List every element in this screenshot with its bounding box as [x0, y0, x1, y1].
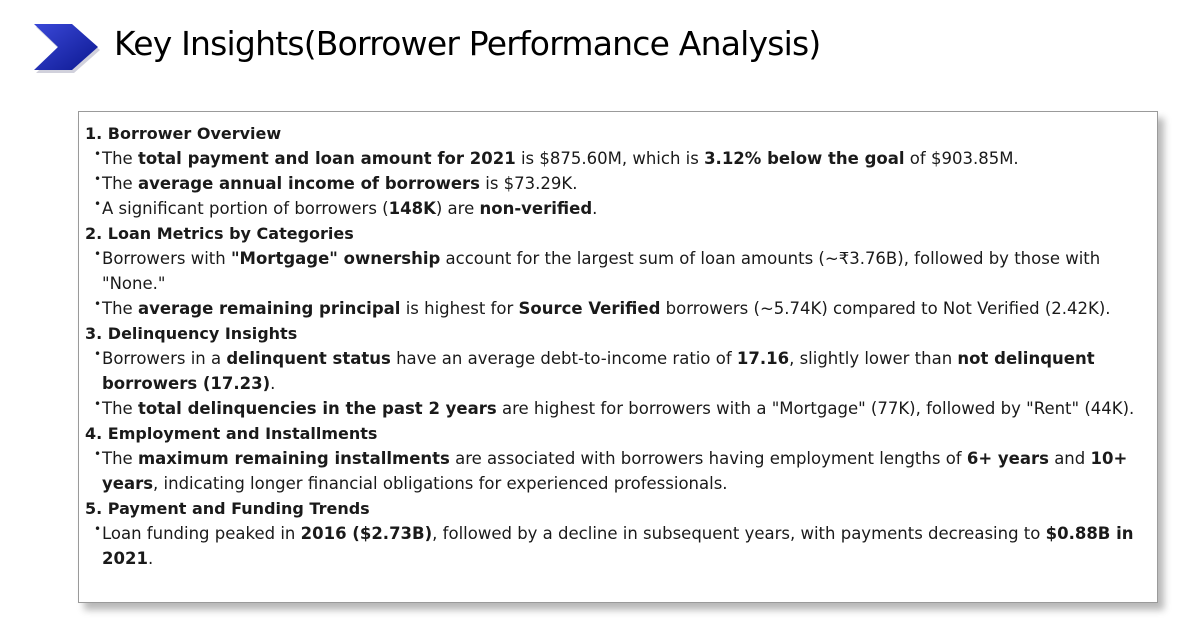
bold-text: maximum remaining installments: [137, 449, 450, 468]
bold-text: 17.16: [736, 349, 790, 368]
body-text: , slightly lower than: [789, 349, 958, 368]
bold-text: 148K: [388, 199, 436, 218]
insight-bullet: • Borrowers in a delinquent status have a…: [85, 346, 1137, 396]
insight-bullet: • A significant portion of borrowers (148…: [85, 196, 1137, 221]
body-text: The: [102, 149, 138, 168]
section-title: 1. Borrower Overview: [85, 124, 282, 143]
bold-text: "Mortgage" ownership: [230, 249, 441, 268]
bold-text: delinquent status: [226, 349, 391, 368]
bold-text: 10+ years: [102, 449, 1128, 493]
body-text: account for the largest sum of loan amou…: [102, 249, 1101, 293]
bold-text: $0.88B in 2021: [102, 524, 1134, 568]
bullet-dot-icon: •: [94, 447, 102, 461]
bold-text: average remaining principal: [137, 299, 401, 318]
body-text: , followed by a decline in subsequent ye…: [432, 524, 1046, 543]
body-text: is $73.29K.: [480, 174, 578, 193]
section-title: 3. Delinquency Insights: [85, 324, 298, 343]
body-text: and: [1048, 449, 1091, 468]
body-text: have an average debt-to-income ratio of: [390, 349, 737, 368]
body-text: of $903.85M.: [904, 149, 1019, 168]
body-text: borrowers (~5.74K) compared to Not Verif…: [660, 299, 1111, 318]
bullet-dot-icon: •: [94, 197, 102, 211]
body-text: are associated with borrowers having emp…: [449, 449, 967, 468]
body-text: ) are: [435, 199, 480, 218]
bullet-dot-icon: •: [94, 522, 102, 536]
section-title: 5. Payment and Funding Trends: [85, 499, 370, 518]
bold-text: non-verified: [479, 199, 593, 218]
bold-text: 3.12% below the goal: [704, 149, 905, 168]
bold-text: average annual income of borrowers: [137, 174, 480, 193]
body-text: .: [270, 374, 276, 393]
body-text: are highest for borrowers with a "Mortga…: [496, 399, 1135, 418]
page-title: Key Insights(Borrower Performance Analys…: [114, 24, 821, 63]
insight-bullet: • The average remaining principal is high…: [85, 296, 1137, 321]
body-text: , indicating longer financial obligation…: [153, 474, 728, 493]
section-title: 4. Employment and Installments: [85, 424, 378, 443]
bullet-dot-icon: •: [94, 147, 102, 161]
insight-bullet: • The total payment and loan amount for 2…: [85, 146, 1137, 171]
body-text: .: [147, 549, 154, 568]
bold-text: total payment and loan amount for 2021: [137, 149, 516, 168]
body-text: A significant portion of borrowers (: [102, 199, 389, 218]
insight-bullet: • The total delinquencies in the past 2 y…: [85, 396, 1137, 421]
body-text: The: [102, 449, 138, 468]
insight-bullet: • The maximum remaining installments are …: [85, 446, 1137, 496]
body-text: is highest for: [400, 299, 519, 318]
insight-bullet: • Borrowers with "Mortgage" ownership acc…: [85, 246, 1137, 296]
bold-text: Source Verified: [518, 299, 661, 318]
bullet-dot-icon: •: [94, 397, 102, 411]
body-text: .: [592, 199, 598, 218]
bold-text: not delinquent borrowers (17.23): [102, 349, 1095, 393]
bullet-dot-icon: •: [94, 247, 102, 261]
chevron-right-icon: [34, 24, 100, 73]
bold-text: total delinquencies in the past 2 years: [137, 399, 497, 418]
section-title: 2. Loan Metrics by Categories: [85, 224, 354, 243]
body-text: The: [102, 399, 138, 418]
body-text: Borrowers in a: [102, 349, 227, 368]
insight-bullet: • The average annual income of borrowers …: [85, 171, 1137, 196]
body-text: The: [102, 174, 138, 193]
body-text: The: [102, 299, 138, 318]
body-text: is $875.60M, which is: [515, 149, 705, 168]
bold-text: 6+ years: [966, 449, 1049, 468]
insight-bullet: • Loan funding peaked in 2016 ($2.73B), f…: [85, 521, 1137, 571]
bullet-dot-icon: •: [94, 297, 102, 311]
bullet-dot-icon: •: [94, 172, 102, 186]
body-text: Loan funding peaked in: [102, 524, 301, 543]
bold-text: 2016 ($2.73B): [300, 524, 433, 543]
body-text: Borrowers with: [102, 249, 231, 268]
insights-panel: 1. Borrower Overview • The total payment a…: [78, 111, 1158, 603]
bullet-dot-icon: •: [94, 347, 102, 361]
